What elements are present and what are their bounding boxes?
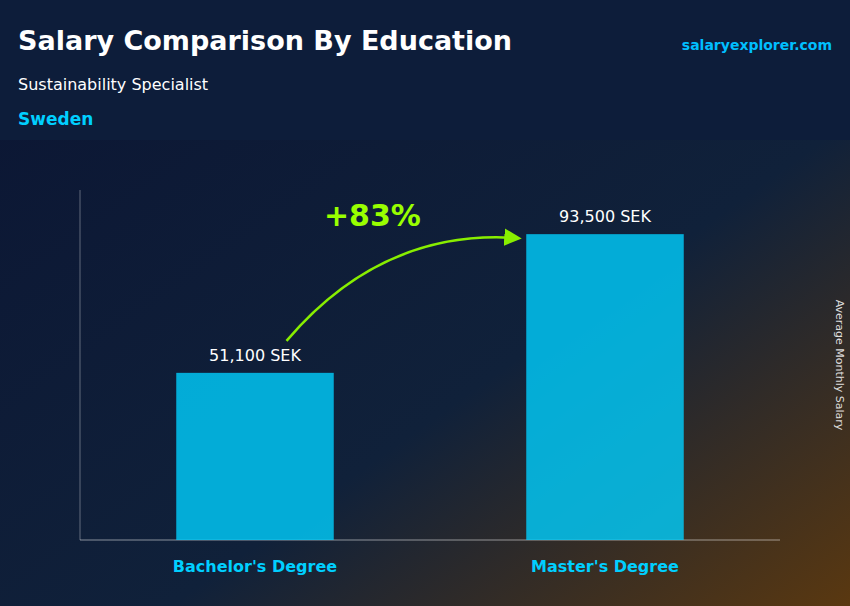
background <box>0 0 850 606</box>
category-label: Bachelor's Degree <box>173 557 337 576</box>
chart: Salary Comparison By Education salaryexpl… <box>0 0 850 606</box>
country: Sweden <box>18 109 93 129</box>
subtitle: Sustainability Specialist <box>18 75 208 94</box>
bar <box>176 373 334 540</box>
category-label: Master's Degree <box>531 557 679 576</box>
pct-change: +83% <box>324 198 421 233</box>
site: salaryexplorer.com <box>682 37 832 53</box>
y-label: Average Monthly Salary <box>833 300 846 431</box>
y-axis-line <box>80 190 81 540</box>
change-arrow <box>287 237 519 341</box>
bar <box>526 234 684 540</box>
bars <box>176 234 684 540</box>
data-label: 93,500 SEK <box>559 207 651 226</box>
title: Salary Comparison By Education <box>18 25 512 56</box>
header <box>0 0 850 140</box>
data-label: 51,100 SEK <box>209 346 301 365</box>
